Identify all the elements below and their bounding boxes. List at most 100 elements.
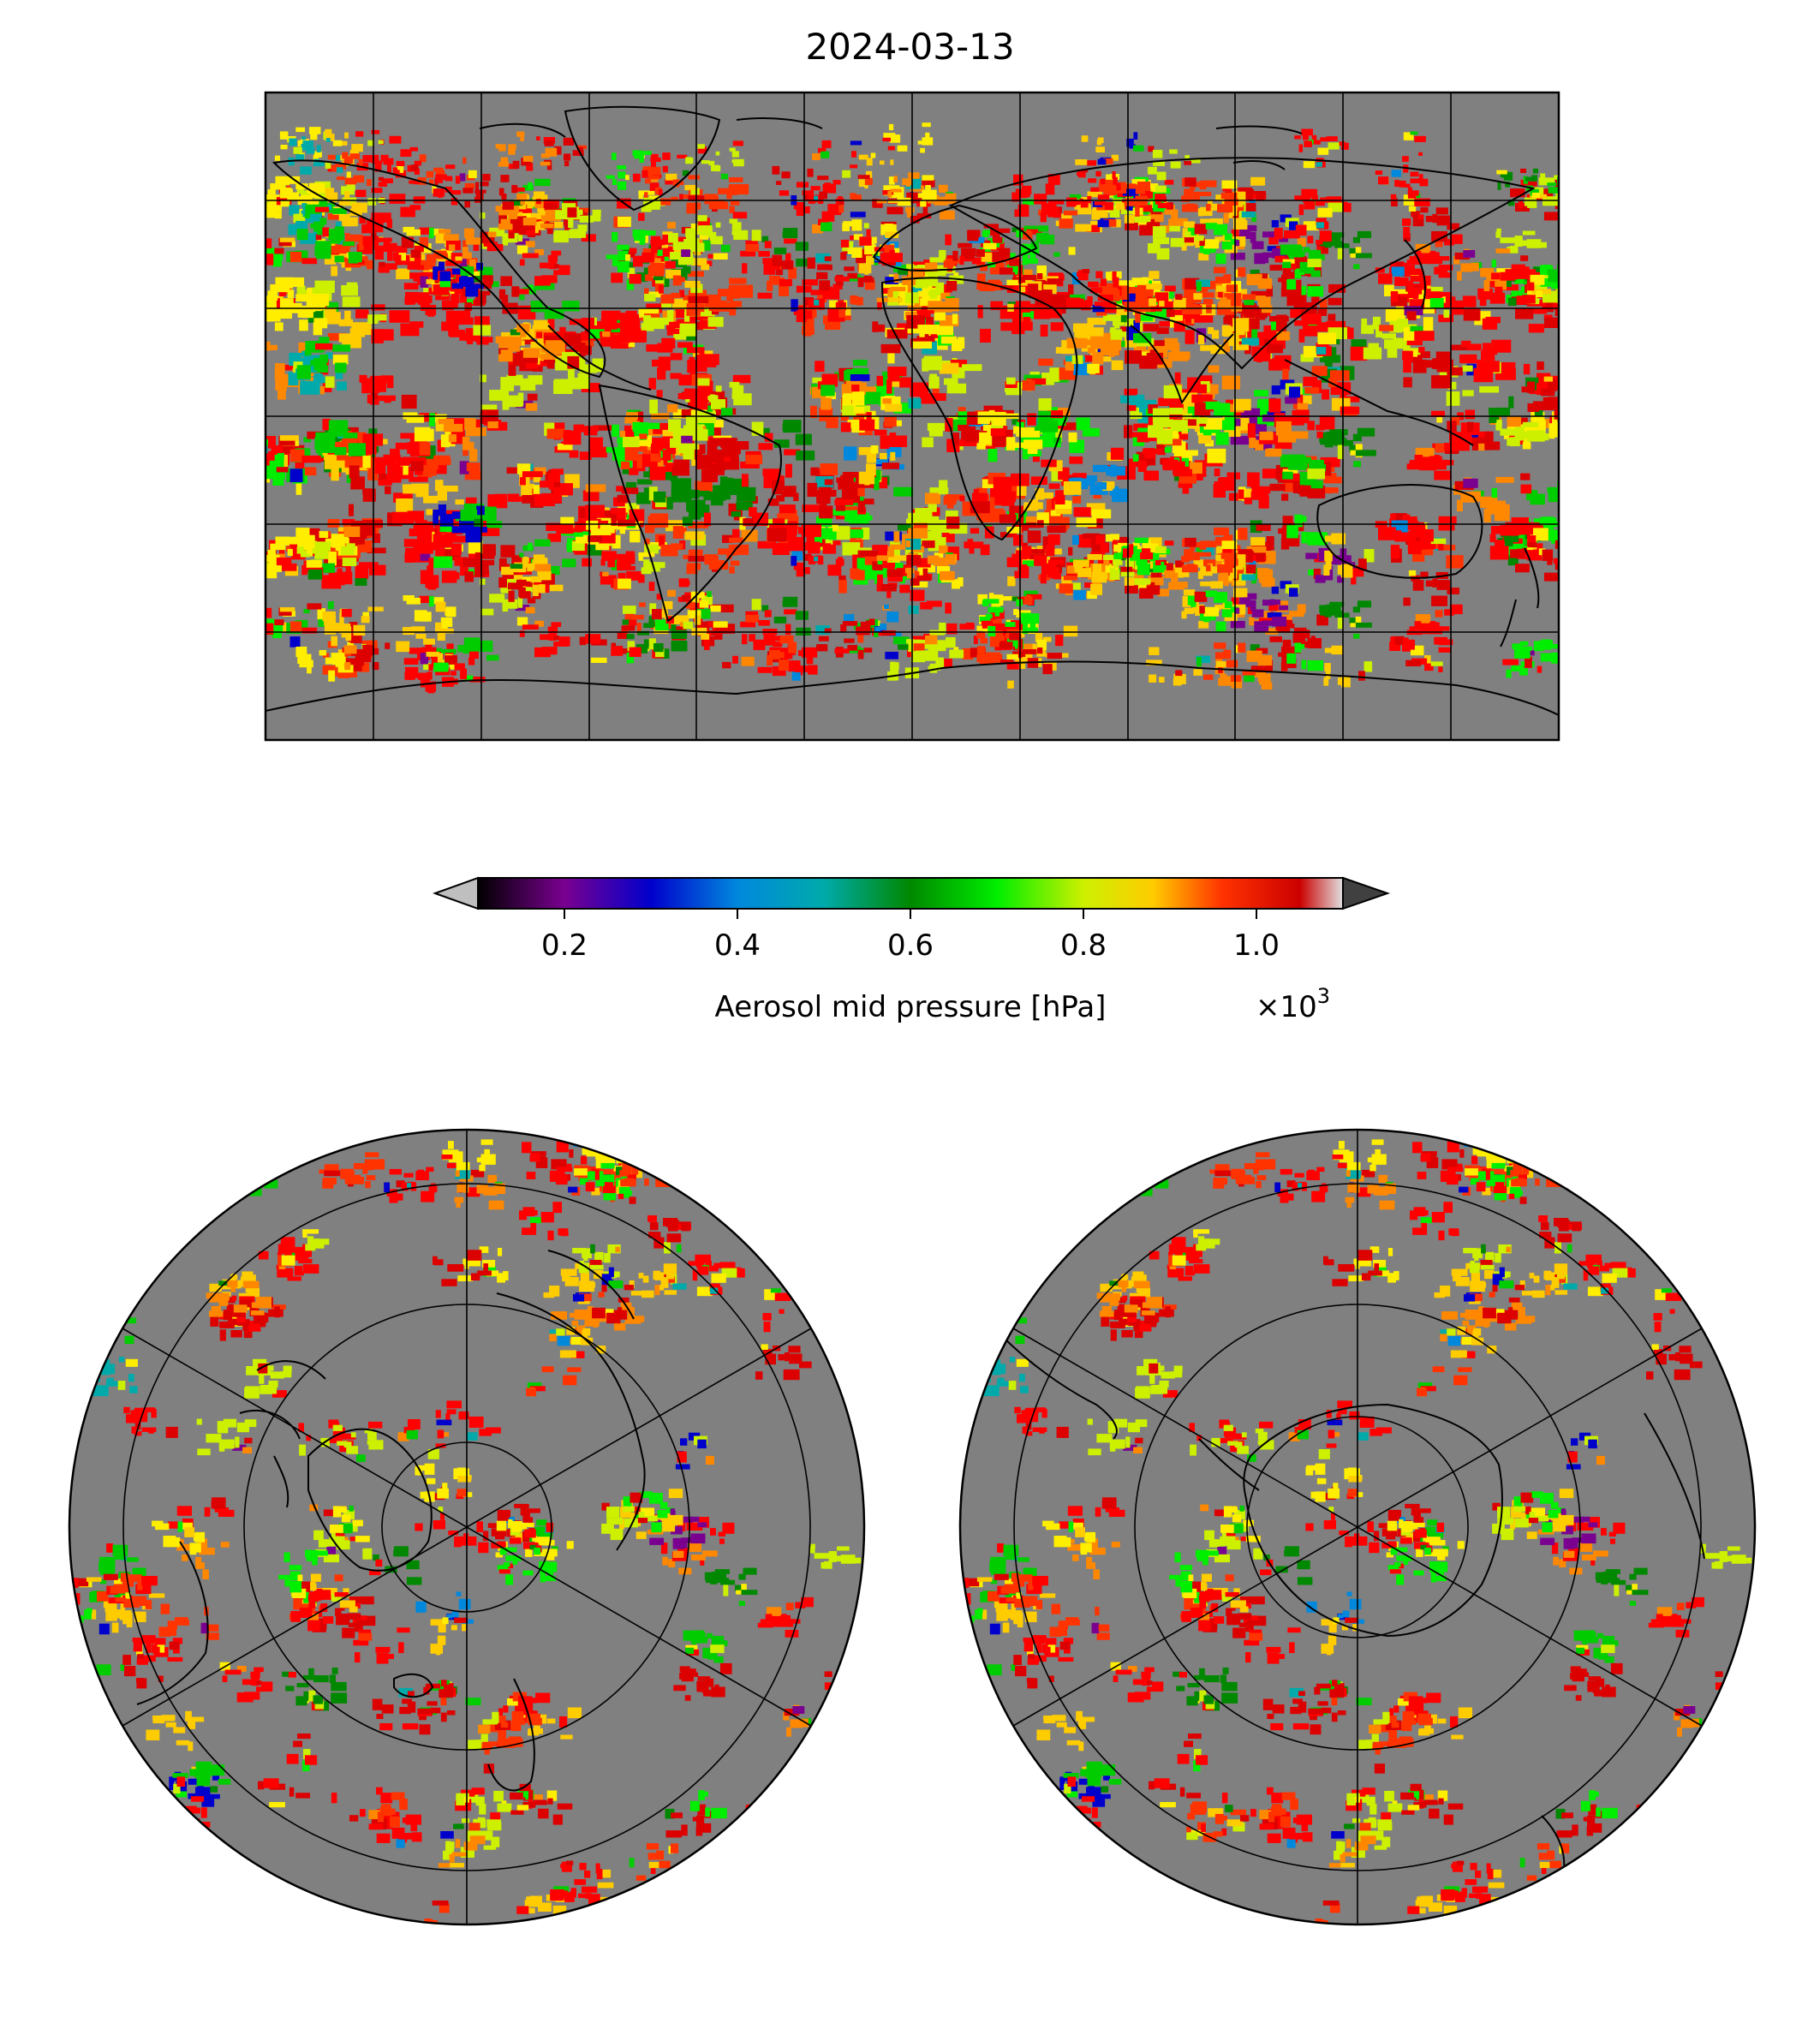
- aerosol-pixel: [1424, 540, 1436, 550]
- aerosol-pixel: [1000, 322, 1017, 331]
- aerosol-pixel: [548, 259, 558, 270]
- aerosol-pixel: [1200, 218, 1214, 224]
- aerosol-pixel: [1294, 195, 1304, 200]
- aerosol-pixel: [1289, 431, 1309, 439]
- aerosol-pixel: [396, 268, 410, 279]
- aerosol-pixel: [1297, 389, 1311, 395]
- aerosol-pixel: [863, 405, 870, 413]
- aerosol-pixel: [1290, 307, 1301, 319]
- aerosol-pixel: [1155, 185, 1167, 193]
- aerosol-pixel: [707, 439, 718, 454]
- figure-title: 2024-03-13: [805, 26, 1015, 68]
- aerosol-pixel: [355, 309, 369, 319]
- aerosol-pixel: [351, 322, 372, 336]
- aerosol-pixel: [1463, 478, 1478, 488]
- aerosol-pixel: [612, 424, 619, 437]
- aerosol-pixel: [1238, 267, 1246, 277]
- aerosol-pixel: [988, 593, 994, 602]
- aerosol-pixel: [1205, 223, 1217, 230]
- aerosol-pixel: [943, 260, 953, 268]
- aerosol-pixel: [886, 329, 908, 339]
- aerosol-pixel: [582, 318, 594, 329]
- aerosol-pixel: [1026, 378, 1047, 385]
- aerosol-pixel: [558, 483, 573, 496]
- aerosol-pixel: [406, 229, 421, 236]
- aerosol-pixel: [1246, 328, 1256, 341]
- aerosol-pixel: [1109, 207, 1120, 218]
- aerosol-pixel: [1406, 337, 1423, 346]
- aerosol-pixel: [857, 550, 879, 557]
- aerosol-pixel: [1307, 236, 1314, 244]
- aerosol-pixel: [429, 262, 436, 270]
- aerosol-pixel: [729, 206, 735, 213]
- aerosol-pixel: [1311, 195, 1318, 202]
- aerosol-pixel: [887, 289, 893, 298]
- aerosol-pixel: [423, 495, 439, 504]
- aerosol-pixel: [1489, 281, 1495, 288]
- aerosol-pixel: [1271, 220, 1279, 228]
- aerosol-pixel: [525, 241, 535, 248]
- aerosol-pixel: [1438, 314, 1453, 323]
- aerosol-pixel: [1235, 200, 1244, 207]
- aerosol-pixel: [1516, 431, 1534, 439]
- aerosol-pixel: [708, 438, 728, 446]
- aerosol-pixel: [626, 279, 635, 290]
- aerosol-pixel: [1561, 294, 1569, 301]
- aerosol-pixel: [1561, 294, 1569, 301]
- aerosol-pixel: [1022, 380, 1035, 391]
- aerosol-pixel: [920, 298, 928, 307]
- aerosol-pixel: [1216, 224, 1227, 235]
- aerosol-pixel: [1489, 534, 1496, 543]
- aerosol-pixel: [1459, 354, 1477, 364]
- aerosol-pixel: [751, 230, 761, 242]
- aerosol-pixel: [1250, 541, 1271, 551]
- aerosol-pixel: [618, 332, 628, 341]
- aerosol-pixel: [1424, 289, 1434, 296]
- aerosol-pixel: [863, 223, 869, 229]
- aerosol-pixel: [633, 255, 643, 267]
- aerosol-pixel: [1014, 209, 1029, 218]
- aerosol-pixel: [465, 237, 482, 245]
- aerosol-pixel: [1489, 292, 1506, 304]
- aerosol-pixel: [1508, 396, 1514, 409]
- aerosol-pixel: [448, 328, 459, 336]
- aerosol-pixel: [300, 194, 313, 200]
- aerosol-pixel: [885, 403, 903, 412]
- aerosol-pixel: [358, 562, 379, 569]
- aerosol-pixel: [1443, 309, 1450, 318]
- aerosol-pixel: [495, 206, 500, 212]
- aerosol-pixel: [1069, 294, 1085, 301]
- aerosol-pixel: [1023, 303, 1043, 312]
- aerosol-pixel: [741, 656, 755, 666]
- aerosol-pixel: [981, 253, 997, 262]
- aerosol-pixel: [439, 271, 451, 282]
- aerosol-pixel: [1029, 643, 1036, 648]
- aerosol-pixel: [772, 254, 783, 266]
- aerosol-pixel: [335, 537, 345, 552]
- aerosol-pixel: [1319, 230, 1332, 242]
- aerosol-pixel: [550, 221, 564, 229]
- aerosol-pixel: [661, 337, 676, 349]
- aerosol-pixel: [500, 218, 510, 228]
- aerosol-pixel: [650, 317, 670, 325]
- aerosol-pixel: [1038, 410, 1052, 419]
- aerosol-pixel: [473, 419, 480, 432]
- aerosol-pixel: [934, 312, 946, 321]
- aerosol-pixel: [992, 251, 1005, 262]
- aerosol-pixel: [287, 289, 295, 299]
- aerosol-pixel: [319, 650, 327, 656]
- aerosol-pixel: [842, 395, 851, 406]
- aerosol-pixel: [1199, 292, 1214, 298]
- aerosol-pixel: [1463, 295, 1472, 307]
- aerosol-pixel: [427, 295, 433, 303]
- aerosol-pixel: [387, 461, 394, 475]
- aerosol-pixel: [874, 391, 887, 397]
- aerosol-pixel: [817, 264, 832, 271]
- aerosol-pixel: [1274, 255, 1286, 263]
- aerosol-pixel: [713, 253, 728, 260]
- aerosol-pixel: [389, 310, 410, 323]
- aerosol-pixel: [1200, 206, 1213, 217]
- aerosol-pixel: [1477, 288, 1494, 300]
- aerosol-pixel: [812, 224, 823, 234]
- aerosol-pixel: [911, 292, 919, 297]
